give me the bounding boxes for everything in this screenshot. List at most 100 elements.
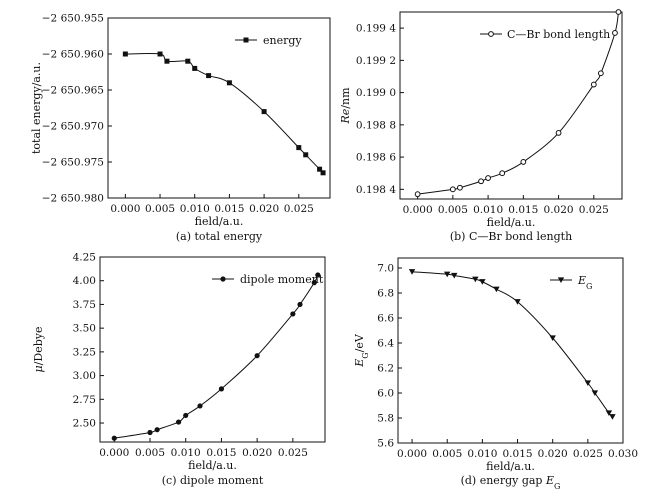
plot-frame xyxy=(399,11,623,200)
x-tick-label: 0.025 xyxy=(573,448,603,460)
y-tick-label: −2 650.965 xyxy=(42,85,104,97)
y-tick-label: 4.00 xyxy=(73,275,96,287)
y-tick-label: 7.0 xyxy=(377,263,394,275)
y-axis-label: total energy/a.u. xyxy=(30,62,43,154)
data-point xyxy=(254,353,260,359)
x-tick-label: 0.025 xyxy=(284,203,314,215)
data-point xyxy=(444,271,451,278)
panel-bond-length: 0.000 0.005 0.010 0.015 0.020 0.025 0.198 4 0.1… xyxy=(339,9,623,243)
x-axis-label: field/a.u. xyxy=(188,459,237,472)
y-tick-label: 0.198 6 xyxy=(356,152,396,164)
data-point xyxy=(296,145,302,151)
x-axis-label: field/a.u. xyxy=(486,460,535,473)
series-line xyxy=(412,271,613,418)
data-point xyxy=(315,272,321,278)
data-point xyxy=(297,301,303,308)
data-point xyxy=(488,31,494,37)
y-tick-label: 3.75 xyxy=(73,299,96,311)
y-tick-label: 0.198 8 xyxy=(356,119,396,131)
data-point xyxy=(499,170,506,177)
x-tick-label: 0.025 xyxy=(579,204,609,216)
series-line xyxy=(125,52,324,174)
panel-energy-gap: 0.000 0.005 0.010 0.015 0.020 0.025 0.030 5.6 5.… xyxy=(353,257,638,491)
data-point xyxy=(261,109,267,115)
data-point xyxy=(591,390,599,396)
x-axis-label: field/a.u. xyxy=(195,215,244,228)
data-point xyxy=(612,30,618,36)
y-tick-label: −2 650.960 xyxy=(42,49,104,61)
data-point xyxy=(485,175,491,181)
y-tick-label: 6.6 xyxy=(377,313,394,325)
data-point xyxy=(185,58,191,64)
data-point xyxy=(408,269,416,275)
data-point xyxy=(590,81,597,88)
x-tick-label: 0.030 xyxy=(608,448,638,460)
data-point xyxy=(478,178,484,185)
plot-frame xyxy=(107,17,331,199)
data-point xyxy=(154,427,160,433)
x-tick-label: 0.000 xyxy=(397,448,427,460)
x-tick-label: 0.020 xyxy=(544,204,574,216)
data-point xyxy=(514,299,521,305)
y-tick-label: 2.50 xyxy=(73,418,96,430)
x-tick-label: 0.020 xyxy=(538,448,568,460)
data-point xyxy=(243,37,249,43)
y-tick-label: 2.75 xyxy=(73,394,96,406)
data-point xyxy=(164,58,170,64)
y-tick-label: 6.2 xyxy=(377,363,394,375)
panel-dipole-moment: 0.000 0.005 0.010 0.015 0.020 0.025 2.50 2.75 3.… xyxy=(32,252,326,487)
panel-caption: (a) total energy xyxy=(176,230,263,243)
x-tick-label: 0.005 xyxy=(145,203,175,215)
y-tick-label: 0.199 0 xyxy=(356,87,396,99)
x-tick-label: 0.015 xyxy=(214,203,244,215)
y-tick-label: 4.25 xyxy=(73,252,96,264)
x-tick-label: 0.000 xyxy=(403,204,433,216)
data-point xyxy=(303,152,309,158)
data-point xyxy=(605,410,613,416)
legend-label: C—Br bond length xyxy=(507,28,610,41)
legend: EG xyxy=(550,274,592,291)
y-axis-label: EG/eV xyxy=(353,333,370,368)
y-axis-label: Re/nm xyxy=(339,87,352,125)
legend-label: dipole moment xyxy=(240,273,324,286)
panel-total-energy: 0.000 0.005 0.010 0.015 0.020 0.025 −2 650.955… xyxy=(30,13,331,243)
plot-frame xyxy=(397,257,624,444)
x-tick-label: 0.025 xyxy=(278,447,308,459)
data-point xyxy=(414,191,421,198)
x-tick-label: 0.000 xyxy=(99,447,129,459)
x-tick-label: 0.015 xyxy=(508,204,538,216)
panel-caption: (d) energy gap EG xyxy=(461,474,561,491)
plot-frame xyxy=(99,256,326,443)
data-point xyxy=(472,276,479,283)
data-point xyxy=(111,435,117,441)
x-axis-label: field/a.u. xyxy=(487,216,536,229)
data-point xyxy=(157,51,163,57)
y-tick-label: 6.8 xyxy=(377,288,394,300)
data-point xyxy=(122,51,128,57)
y-tick-label: 3.25 xyxy=(73,346,96,358)
data-point xyxy=(609,414,616,420)
data-point xyxy=(555,130,562,136)
y-tick-label: −2 650.955 xyxy=(42,13,104,25)
data-point xyxy=(290,311,296,317)
data-point xyxy=(192,65,198,71)
data-point xyxy=(220,276,226,282)
data-point xyxy=(218,386,225,392)
x-tick-label: 0.020 xyxy=(242,447,272,459)
panel-caption: (b) C—Br bond length xyxy=(450,230,572,243)
data-point xyxy=(183,412,189,419)
x-tick-label: 0.010 xyxy=(473,204,503,216)
data-point xyxy=(557,277,565,283)
data-point xyxy=(226,80,232,86)
y-tick-label: 0.199 2 xyxy=(356,55,396,67)
y-tick-label: −2 650.980 xyxy=(42,193,104,205)
y-tick-label: 6.0 xyxy=(377,388,394,400)
y-tick-label: 6.4 xyxy=(377,338,394,350)
data-point xyxy=(493,286,500,293)
x-tick-label: 0.000 xyxy=(110,203,140,215)
data-point xyxy=(549,335,556,341)
x-tick-label: 0.005 xyxy=(438,204,468,216)
legend-label: energy xyxy=(263,34,302,47)
x-tick-label: 0.020 xyxy=(249,203,279,215)
